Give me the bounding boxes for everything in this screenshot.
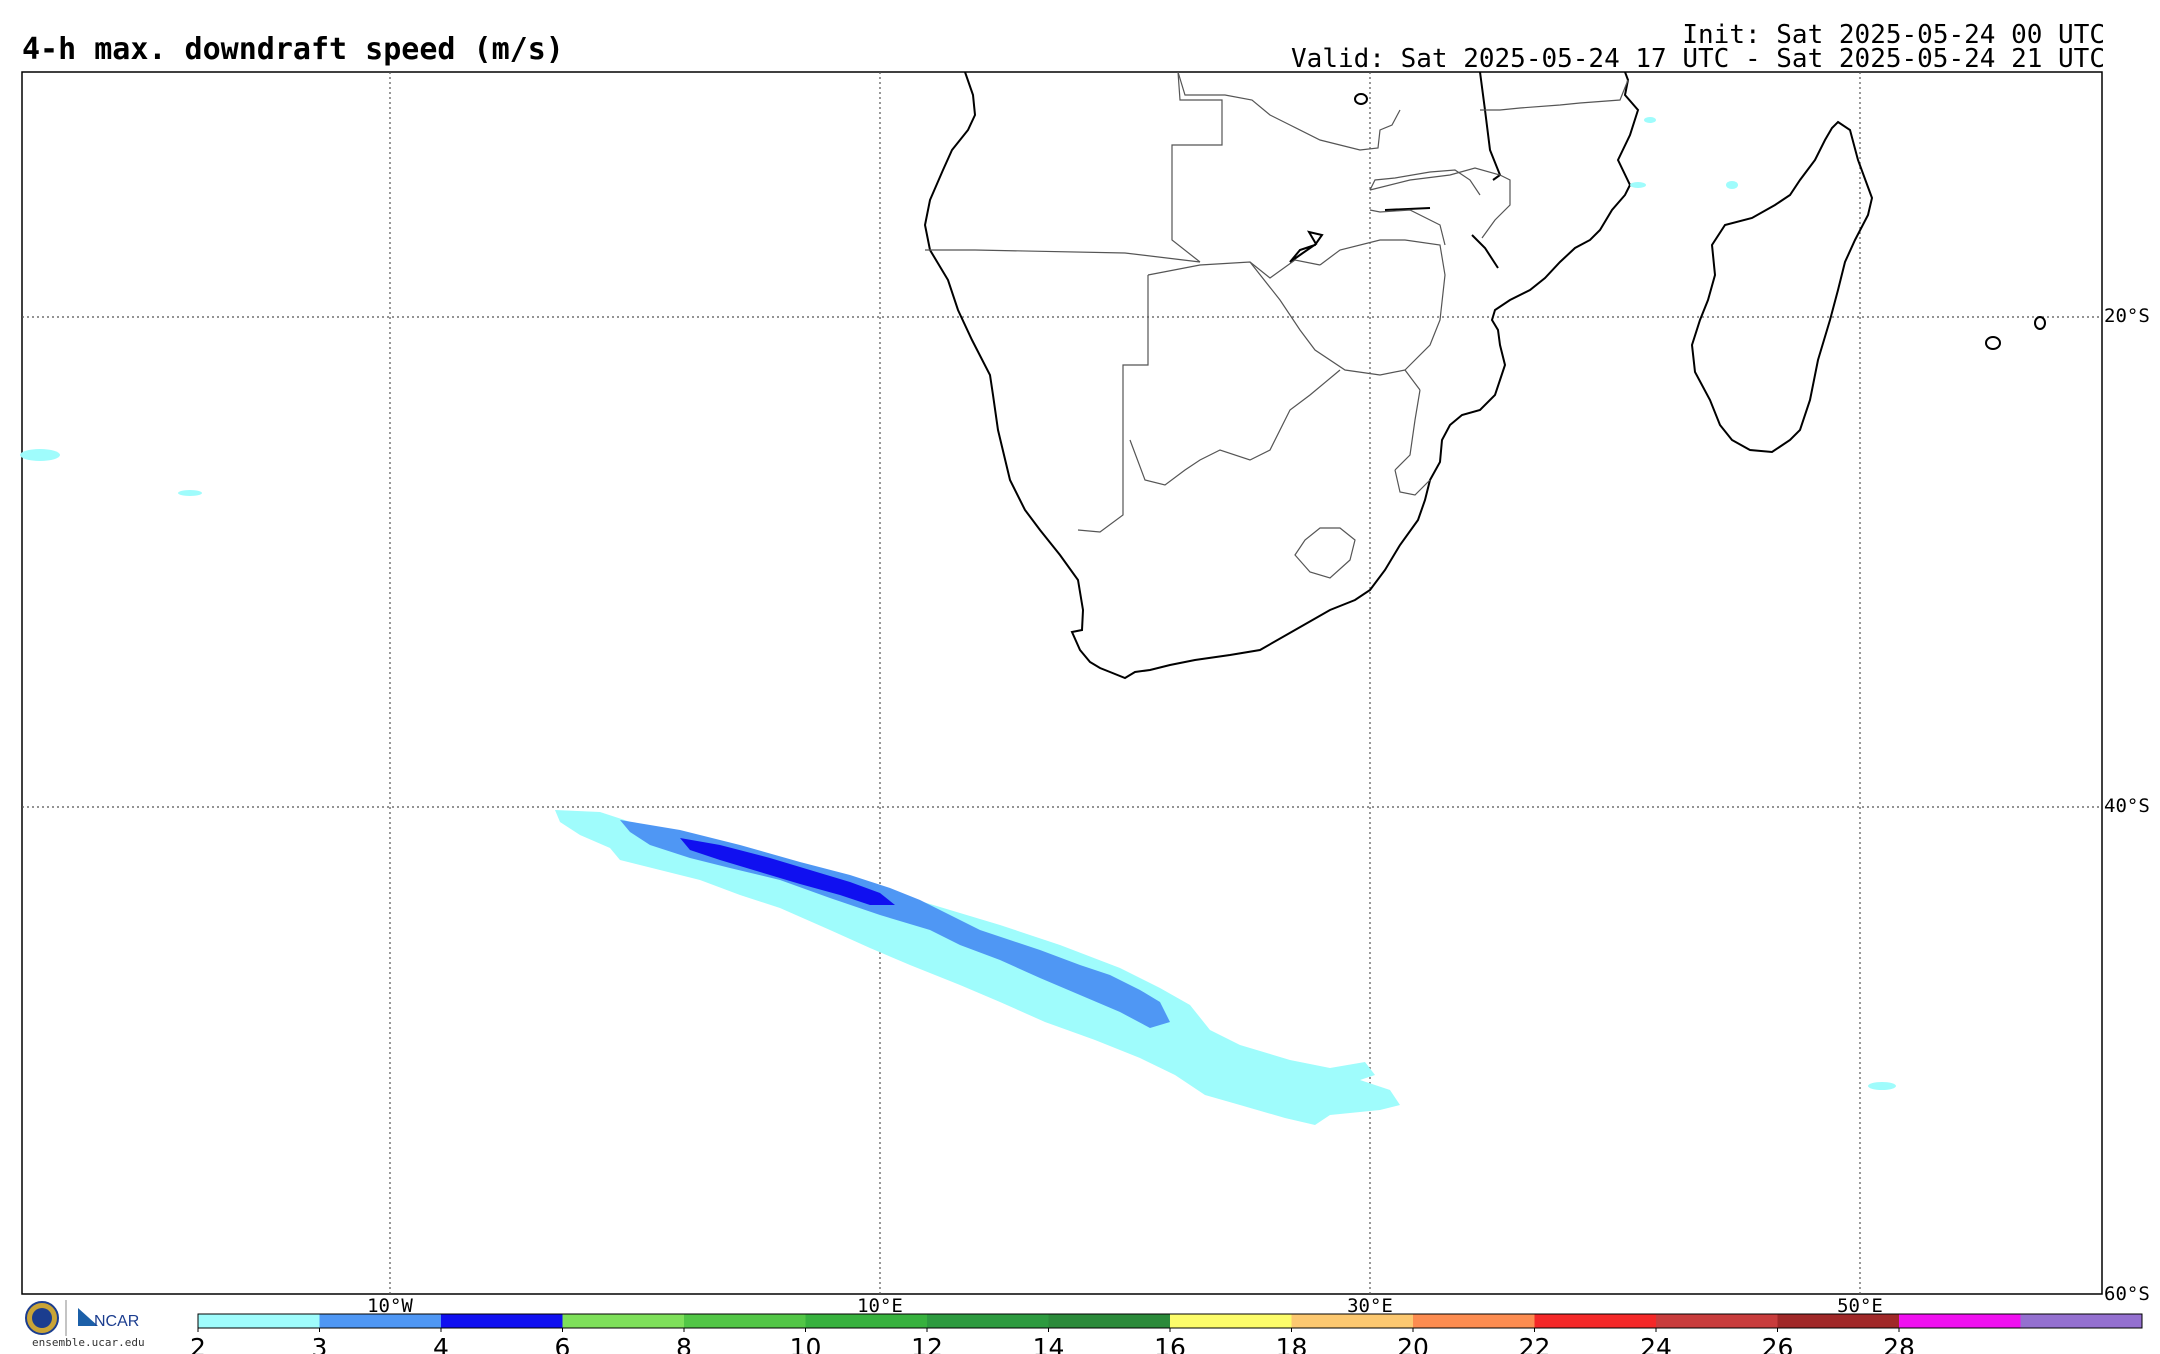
border-sa-mozambique [1394, 389, 1421, 471]
reunion-coast [2034, 316, 2046, 330]
lat-label-60s: 60°S [2104, 1283, 2150, 1305]
colorbar-tick-label: 2 [190, 1333, 206, 1354]
colorbar-swatch [2020, 1314, 2142, 1328]
border-caprivi [1147, 259, 1321, 279]
colorbar: 2 3 4 6 8 10 12 14 16 18 20 22 24 26 28 [190, 1313, 2143, 1354]
country-borders [925, 71, 1629, 579]
border-lesotho [1294, 527, 1356, 579]
border-namibia-botswana [1077, 275, 1149, 533]
lon-label-30e: 30°E [1347, 1295, 1393, 1317]
colorbar-tick-label: 4 [433, 1333, 449, 1354]
colorbar-tick-label: 14 [1033, 1333, 1065, 1354]
colorbar-tick-label: 3 [312, 1333, 328, 1354]
colorbar-swatch [441, 1314, 563, 1328]
lat-label-40s: 40°S [2104, 795, 2150, 817]
lake-malawi [1479, 71, 1502, 181]
colorbar-swatch [927, 1314, 1049, 1328]
graticule [22, 72, 2102, 1294]
colorbar-tick-label: 12 [911, 1333, 943, 1354]
colorbar-swatch [1170, 1314, 1292, 1328]
colorbar-tick-label: 20 [1397, 1333, 1429, 1354]
downdraft-contours [555, 810, 1400, 1125]
lon-label-50e: 50°E [1837, 1295, 1883, 1317]
madagascar-coast [1690, 120, 1874, 454]
colorbar-swatch [562, 1314, 684, 1328]
border-tanzania-mozambique [1480, 79, 1629, 111]
border-zimbabwe-mozambique [1319, 239, 1446, 391]
colorbar-tick-label: 6 [555, 1333, 571, 1354]
border-eswatini [1394, 469, 1431, 496]
border-zambia-mozambique [1369, 209, 1446, 246]
border-zambia-malawi [1369, 169, 1481, 196]
lat-label-20s: 20°S [2104, 305, 2150, 327]
lake-malawi-south [1471, 234, 1499, 269]
valid-time: Valid: Sat 2025-05-24 17 UTC - Sat 2025-… [1291, 44, 2105, 74]
colorbar-swatch [198, 1314, 320, 1328]
border-drc-zambia [1177, 71, 1401, 151]
lake-cahora [1384, 207, 1431, 211]
colorbar-tick-label: 18 [1276, 1333, 1308, 1354]
colorbar-tick-label: 24 [1640, 1333, 1672, 1354]
colorbar-swatch [319, 1314, 441, 1328]
lake-coast [1354, 93, 1368, 105]
ncar-logo: NCAR [25, 1300, 139, 1336]
contour-2-3 [555, 810, 1400, 1125]
border-malawi-mozambique [1369, 167, 1511, 239]
colorbar-swatch [1413, 1314, 1535, 1328]
ensemble-url: ensemble.ucar.edu [32, 1336, 145, 1349]
colorbar-tick-label: 16 [1154, 1333, 1186, 1354]
border-angola-namibia [925, 249, 1201, 263]
lake-kariba [1289, 230, 1324, 263]
colorbar-swatch [1534, 1314, 1656, 1328]
scattered-patches [20, 117, 1896, 1090]
colorbar-swatch [1048, 1314, 1170, 1328]
ncar-logo-text: NCAR [94, 1313, 139, 1330]
nsf-globe-icon [32, 1308, 52, 1328]
ncar-mark-icon [78, 1308, 98, 1326]
border-botswana-zimbabwe [1249, 261, 1406, 376]
colorbar-tick-label: 10 [790, 1333, 822, 1354]
colorbar-swatch [1777, 1314, 1899, 1328]
init-time: Init: Sat 2025-05-24 00 UTC [1682, 20, 2105, 50]
map-frame [21, 71, 2103, 1295]
colorbar-swatch [1899, 1314, 2021, 1328]
colorbar-swatch [1656, 1314, 1778, 1328]
lon-label-10e: 10°E [857, 1295, 903, 1317]
mauritius-coast [1985, 336, 2001, 350]
colorbar-swatch [684, 1314, 806, 1328]
colorbar-swatch [805, 1314, 927, 1328]
africa-coast [923, 71, 1640, 680]
border-angola-zambia [1171, 71, 1223, 263]
colorbar-tick-label: 22 [1519, 1333, 1551, 1354]
lon-label-10w: 10°W [367, 1295, 413, 1317]
chart-title: 4-h max. downdraft speed (m/s) [22, 32, 564, 67]
border-botswana-sa [1129, 369, 1341, 486]
colorbar-tick-label: 28 [1883, 1333, 1915, 1354]
colorbar-swatch [1291, 1314, 1413, 1328]
contour-4-6 [680, 838, 895, 905]
contour-3-4 [620, 820, 1170, 1028]
colorbar-tick-label: 26 [1762, 1333, 1794, 1354]
colorbar-tick-label: 8 [676, 1333, 692, 1354]
coastline [923, 71, 2046, 680]
